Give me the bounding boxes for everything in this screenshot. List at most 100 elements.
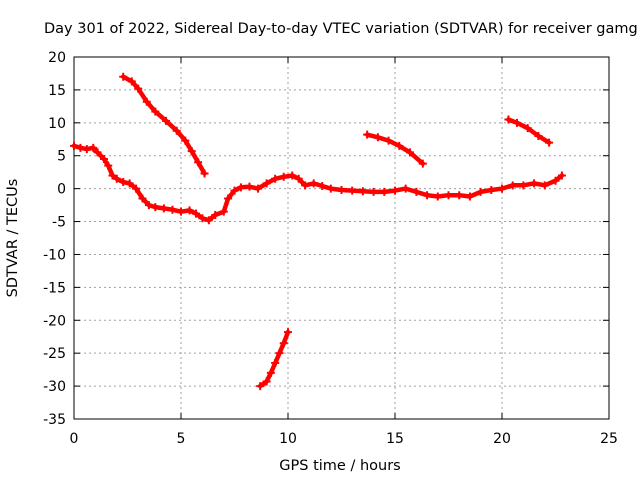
data-point (191, 209, 200, 218)
y-axis-label: SDTVAR / TECUs (5, 179, 21, 298)
y-tick-label: 20 (48, 50, 66, 66)
x-tick-label: 10 (279, 431, 297, 447)
data-point (326, 184, 335, 193)
axis-ticks: 0 5 10 15 20 25 -35 -30 -25 -20 -15 -10 -5 0 5 10 15 20 (43, 50, 618, 447)
data-point (144, 201, 153, 210)
y-tick-label: -10 (43, 247, 66, 263)
data-point (504, 115, 513, 124)
data-point (159, 204, 168, 213)
data-point (181, 136, 190, 145)
data-point (444, 191, 453, 200)
data-point (254, 184, 263, 193)
data-point (348, 186, 357, 195)
data-point (455, 191, 464, 200)
y-tick-label: -5 (52, 215, 66, 231)
x-axis-label: GPS time / hours (279, 458, 400, 474)
grid (74, 57, 609, 419)
data-point (82, 145, 91, 154)
data-point (369, 187, 378, 196)
data-point (508, 181, 517, 190)
y-tick-label: 10 (48, 116, 66, 132)
data-point (112, 174, 121, 183)
data-point (224, 194, 233, 203)
data-point (401, 184, 410, 193)
data-point (384, 136, 393, 145)
data-point (465, 192, 474, 201)
data-point (418, 159, 427, 168)
y-tick-label: 0 (57, 182, 66, 198)
data-point (200, 169, 209, 178)
data-point (230, 186, 239, 195)
data-point (391, 186, 399, 195)
x-tick-label: 15 (386, 431, 404, 447)
data-point (301, 181, 310, 190)
data-point (138, 194, 147, 203)
series-arc-3 (364, 132, 426, 166)
x-tick-label: 20 (493, 431, 511, 447)
data-point (519, 181, 528, 190)
data-point (125, 179, 134, 188)
data-point (540, 181, 549, 190)
data-point (279, 172, 288, 181)
data-point (487, 185, 496, 194)
data-point (309, 179, 318, 188)
data-point (433, 192, 442, 201)
data-point (412, 187, 421, 196)
data-point (294, 174, 303, 183)
data-point (545, 138, 554, 147)
data-point (271, 359, 280, 368)
data-point (99, 155, 108, 164)
data-point (337, 185, 346, 194)
data-point (151, 203, 160, 212)
data-point (262, 179, 271, 188)
data-point (498, 184, 506, 193)
data-point (187, 147, 196, 156)
data-point (219, 207, 228, 216)
data-point (405, 148, 414, 157)
data-point (284, 328, 292, 337)
data-series (70, 72, 566, 391)
y-tick-label: 5 (57, 149, 66, 165)
y-tick-label: -35 (43, 412, 66, 428)
y-tick-label: -25 (43, 346, 66, 362)
data-point (380, 187, 389, 196)
data-point (363, 130, 372, 139)
data-point (523, 124, 532, 133)
data-point (423, 191, 432, 200)
y-tick-label: -15 (43, 280, 66, 296)
data-point (395, 141, 404, 150)
data-point (76, 143, 85, 152)
x-tick-label: 25 (600, 431, 618, 447)
data-point (132, 184, 141, 193)
data-point (127, 77, 136, 86)
data-point (204, 216, 213, 225)
chart-title: Day 301 of 2022, Sidereal Day-to-day VTE… (44, 21, 638, 37)
data-point (271, 174, 280, 183)
series-main (71, 143, 565, 223)
plot-frame (73, 56, 610, 420)
data-point (557, 171, 566, 180)
data-point (119, 72, 128, 81)
y-tick-label: 15 (48, 83, 66, 99)
data-point (177, 207, 185, 216)
data-point (194, 158, 203, 167)
x-tick-label: 5 (177, 431, 186, 447)
y-tick-label: -30 (43, 379, 66, 395)
data-point (134, 84, 143, 93)
data-point (119, 178, 128, 187)
y-tick-label: -20 (43, 313, 66, 329)
data-point (70, 141, 78, 150)
data-point (262, 377, 271, 386)
series-arc-1 (120, 74, 207, 176)
data-point (358, 187, 367, 196)
data-point (168, 205, 177, 214)
data-point (476, 187, 485, 196)
x-tick-label: 0 (70, 431, 79, 447)
data-point (288, 171, 297, 180)
data-point (279, 339, 288, 348)
data-point (256, 382, 265, 391)
data-point (151, 107, 160, 116)
data-point (266, 368, 275, 377)
data-point (534, 131, 543, 140)
data-point (104, 161, 113, 170)
